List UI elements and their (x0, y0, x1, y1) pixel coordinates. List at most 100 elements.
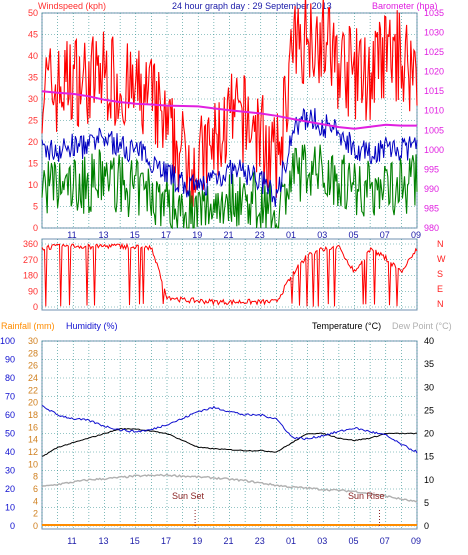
rain-tick-label: 4 (33, 496, 38, 506)
average-wind-series-line (41, 107, 418, 208)
y-tick-label: 40 (28, 51, 38, 61)
rain-tick-label: 26 (28, 361, 38, 371)
temperature-tick-label: 15 (424, 452, 434, 462)
windspeed-axis-title: Windspeed (kph) (38, 1, 106, 11)
y2-tick-label: 1010 (424, 106, 444, 116)
rain-tick-label: 14 (28, 435, 38, 445)
compass-letter: W (437, 254, 446, 264)
rain-tick-label: 10 (28, 459, 38, 469)
y-tick-label: 25 (28, 116, 38, 126)
wind-series (41, 0, 418, 230)
y-tick-label: 5 (33, 202, 38, 212)
rain-tick-label: 6 (33, 484, 38, 494)
temperature-tick-label: 25 (424, 405, 434, 415)
direction-tick-label: 180 (23, 271, 38, 281)
direction-series-line (41, 242, 418, 307)
compass-letter: N (437, 299, 444, 309)
direction-panel-grid (41, 239, 418, 310)
rainfall-axis-title: Rainfall (mm) (1, 321, 55, 331)
temperature-tick-label: 0 (424, 521, 429, 531)
temperature-tick-label: 35 (424, 359, 434, 369)
rain-tick-label: 22 (28, 385, 38, 395)
x-tick-label: 03 (317, 536, 327, 546)
rain-tick-label: 2 (33, 509, 38, 519)
x-tick-label: 15 (130, 536, 140, 546)
x-tick-label: 07 (380, 230, 390, 240)
barometer-series-line (41, 90, 417, 130)
temperature-tick-label: 20 (424, 429, 434, 439)
x-tick-label: 19 (192, 536, 202, 546)
x-tick-label: 23 (255, 230, 265, 240)
y-tick-label: 0 (33, 223, 38, 233)
humidity-series-line (41, 405, 418, 454)
dewpoint-axis-title: Dew Point (°C) (392, 321, 452, 331)
temperature-y-axis: 0 5 10 15 20 25 30 35 40 (424, 336, 434, 531)
direction-tick-label: 90 (28, 286, 38, 296)
gust-series-line (41, 0, 418, 207)
direction-tick-label: 360 (23, 239, 38, 249)
x-tick-label: 07 (380, 536, 390, 546)
rain-tick-label: 0 (33, 521, 38, 531)
rain-tick-label: 18 (28, 410, 38, 420)
temperature-axis-title: Temperature (°C) (312, 321, 381, 331)
x-tick-label: 17 (161, 230, 171, 240)
y2-tick-label: 1030 (424, 28, 444, 38)
graph-title: 24 hour graph day : 29 September 2013 (172, 1, 332, 11)
humidity-tick-label: 30 (5, 466, 15, 476)
temperature-tick-label: 5 (424, 498, 429, 508)
compass-letter: E (437, 284, 443, 294)
x-tick-label: 13 (99, 536, 109, 546)
rain-tick-label: 8 (33, 472, 38, 482)
y-tick-label: 30 (28, 94, 38, 104)
humidity-tick-label: 100 (0, 336, 15, 346)
y2-tick-label: 1000 (424, 145, 444, 155)
humidity-tick-label: 70 (5, 392, 15, 402)
compass-letter: S (437, 269, 443, 279)
humidity-axis-title: Humidity (%) (66, 321, 118, 331)
x-tick-label: 19 (192, 230, 202, 240)
y-tick-label: 15 (28, 159, 38, 169)
direction-series (41, 242, 418, 307)
dewpoint-series-line (41, 473, 418, 503)
temperature-tick-label: 10 (424, 475, 434, 485)
x-tick-label: 05 (349, 536, 359, 546)
compass-letter: N (437, 239, 444, 249)
barometer-axis-title: Barometer (hpa) (372, 1, 438, 11)
rain-tick-label: 12 (28, 447, 38, 457)
rain-tick-label: 24 (28, 373, 38, 383)
y2-tick-label: 980 (424, 223, 439, 233)
x-tick-label: 15 (130, 230, 140, 240)
x-tick-label: 11 (67, 230, 76, 240)
y2-tick-label: 995 (424, 164, 439, 174)
min-wind-series-line (41, 144, 418, 230)
y2-tick-label: 985 (424, 203, 439, 213)
humidity-tick-label: 90 (5, 355, 15, 365)
temperature-tick-label: 30 (424, 382, 434, 392)
rain-tick-label: 30 (28, 336, 38, 346)
humidity-y-axis: 0 10 20 30 40 50 60 70 80 90 100 (0, 336, 15, 531)
y2-tick-label: 1025 (424, 47, 444, 57)
temperature-series-line (41, 427, 418, 457)
y2-tick-label: 1005 (424, 125, 444, 135)
humidity-tick-label: 0 (10, 521, 15, 531)
x-tick-label: 09 (411, 230, 421, 240)
x-tick-label: 09 (411, 536, 421, 546)
x-tick-label: 13 (99, 230, 109, 240)
x-tick-label: 05 (349, 230, 359, 240)
x-tick-label: 21 (224, 536, 234, 546)
x-tick-label: 11 (67, 536, 76, 546)
direction-tick-label: 0 (33, 302, 38, 312)
y-tick-label: 35 (28, 73, 38, 83)
sun-set-label: Sun Set (172, 491, 205, 501)
x-tick-label: 21 (224, 230, 234, 240)
humidity-tick-label: 80 (5, 373, 15, 383)
humidity-tick-label: 40 (5, 447, 15, 457)
rain-tick-label: 20 (28, 398, 38, 408)
rain-tick-label: 28 (28, 348, 38, 358)
x-tick-label: 17 (161, 536, 171, 546)
humidity-tick-label: 50 (5, 429, 15, 439)
wind-x-axis: 11 13 15 17 19 21 23 01 03 05 07 09 (67, 230, 421, 240)
